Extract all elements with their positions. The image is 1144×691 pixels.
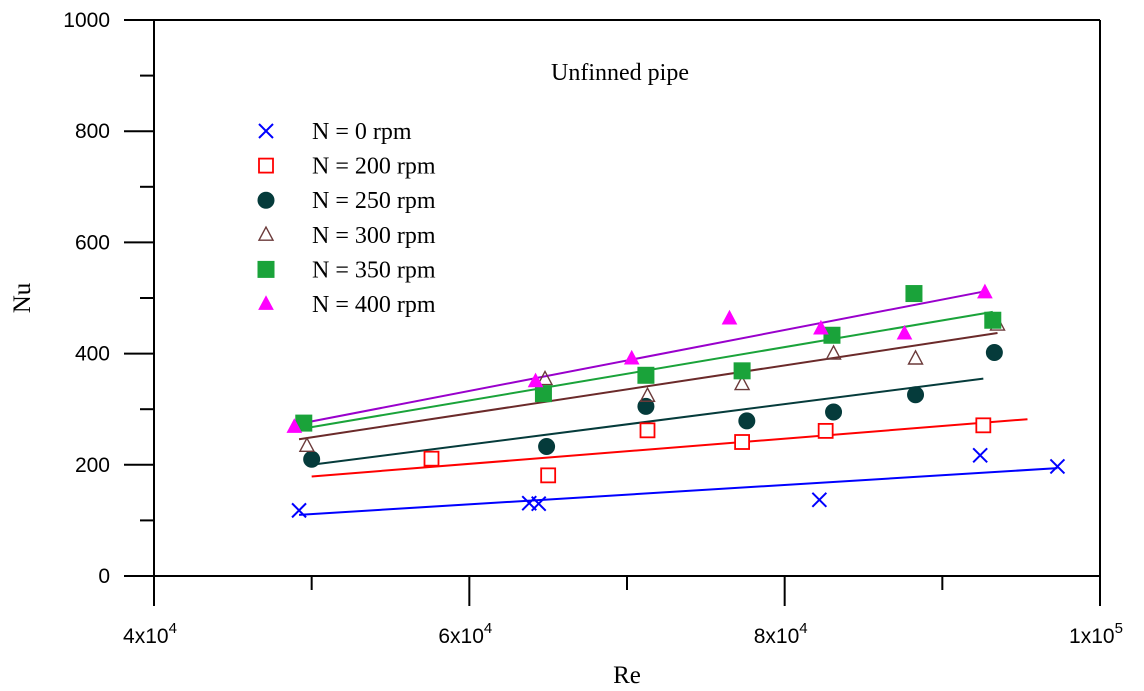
x-tick-label-base: 8x10 bbox=[754, 625, 800, 648]
data-point-series-0 bbox=[811, 492, 828, 508]
legend-label: N = 0 rpm bbox=[312, 119, 412, 145]
data-point-series-3 bbox=[639, 386, 656, 402]
x-tick-label-exponent: 4 bbox=[799, 620, 807, 637]
legend-marker bbox=[258, 123, 274, 139]
y-tick-label: 0 bbox=[98, 565, 110, 588]
data-point-series-2 bbox=[738, 412, 756, 430]
y-axis-title: Nu bbox=[9, 282, 36, 313]
y-tick-label: 800 bbox=[75, 120, 110, 143]
data-point-series-2 bbox=[303, 450, 321, 468]
data-point-series-1 bbox=[975, 417, 992, 434]
data-point-series-5 bbox=[813, 319, 829, 335]
data-point-series-2 bbox=[907, 386, 925, 404]
x-tick-label: 4x104 bbox=[123, 620, 177, 648]
data-point-series-4 bbox=[905, 285, 923, 303]
data-point-series-1 bbox=[734, 434, 750, 450]
y-axis-ticks: 0 200 400 600 800 1000 bbox=[63, 9, 154, 588]
data-point-series-1 bbox=[423, 450, 440, 467]
data-point-series-0 bbox=[291, 502, 307, 519]
data-point-series-5 bbox=[896, 324, 913, 340]
data-point-series-4 bbox=[823, 326, 841, 344]
x-axis-ticks: 4x104 6x104 8x104 1x105 bbox=[123, 576, 1123, 648]
x-tick-label-exponent: 4 bbox=[169, 620, 177, 637]
y-tick-label: 400 bbox=[75, 343, 110, 366]
legend-label: N = 250 rpm bbox=[312, 188, 436, 214]
x-tick-label: 8x104 bbox=[754, 620, 808, 648]
data-point-series-4 bbox=[534, 385, 552, 403]
legend-marker bbox=[257, 225, 275, 241]
fit-line-series-5 bbox=[294, 290, 986, 426]
fit-line-series-1 bbox=[311, 418, 1028, 478]
legend-marker bbox=[257, 191, 275, 209]
plot-frame bbox=[153, 19, 1101, 577]
legend-marker bbox=[258, 157, 274, 174]
data-point-series-3 bbox=[298, 436, 316, 452]
fit-line-series-3 bbox=[298, 332, 998, 441]
fit-line-series-2 bbox=[311, 377, 984, 466]
data-point-series-5 bbox=[527, 372, 544, 388]
data-point-series-2 bbox=[985, 343, 1003, 361]
legend-label: N = 350 rpm bbox=[312, 257, 436, 283]
legend: N = 0 rpm N = 200 rpm N = 250 rpm N = 300 r… bbox=[257, 119, 436, 318]
legend-label: N = 200 rpm bbox=[312, 154, 436, 180]
y-tick-label: 600 bbox=[75, 231, 110, 254]
data-point-series-1 bbox=[639, 422, 656, 439]
data-point-series-3 bbox=[907, 349, 924, 365]
annotation-label: Unfinned pipe bbox=[551, 60, 689, 86]
fit-line-series-0 bbox=[298, 467, 1058, 516]
y-tick-label: 200 bbox=[75, 454, 110, 477]
legend-marker bbox=[257, 260, 275, 278]
data-point-series-1 bbox=[817, 422, 834, 439]
data-point-series-1 bbox=[540, 467, 557, 484]
x-tick-label: 6x104 bbox=[438, 620, 492, 648]
data-point-series-4 bbox=[984, 311, 1002, 329]
data-points bbox=[286, 283, 1066, 519]
data-point-series-2 bbox=[637, 397, 655, 415]
x-tick-label-base: 6x10 bbox=[438, 625, 484, 648]
data-point-series-3 bbox=[825, 344, 842, 360]
fit-lines bbox=[294, 290, 1058, 516]
data-point-series-2 bbox=[825, 403, 843, 421]
data-point-series-5 bbox=[286, 418, 303, 433]
x-tick-label: 1x105 bbox=[1069, 620, 1123, 648]
data-point-series-0 bbox=[530, 496, 547, 512]
data-point-series-4 bbox=[733, 362, 751, 380]
legend-label: N = 300 rpm bbox=[312, 223, 436, 249]
x-tick-label-base: 4x10 bbox=[123, 625, 169, 648]
x-tick-label-base: 1x10 bbox=[1069, 625, 1115, 648]
data-point-series-5 bbox=[721, 309, 738, 325]
legend-marker bbox=[258, 295, 274, 310]
data-point-series-4 bbox=[637, 366, 655, 384]
x-axis-title: Re bbox=[613, 662, 641, 689]
data-point-series-2 bbox=[538, 437, 556, 455]
legend-label: N = 400 rpm bbox=[312, 292, 436, 318]
data-point-series-0 bbox=[972, 447, 988, 464]
data-point-series-5 bbox=[623, 349, 640, 365]
data-point-series-0 bbox=[1049, 458, 1066, 475]
x-tick-label-exponent: 4 bbox=[484, 620, 492, 637]
y-tick-label: 1000 bbox=[63, 9, 110, 32]
data-point-series-3 bbox=[536, 369, 554, 386]
x-tick-label-exponent: 5 bbox=[1115, 620, 1123, 637]
data-point-series-3 bbox=[733, 374, 751, 391]
data-point-series-5 bbox=[977, 283, 993, 299]
